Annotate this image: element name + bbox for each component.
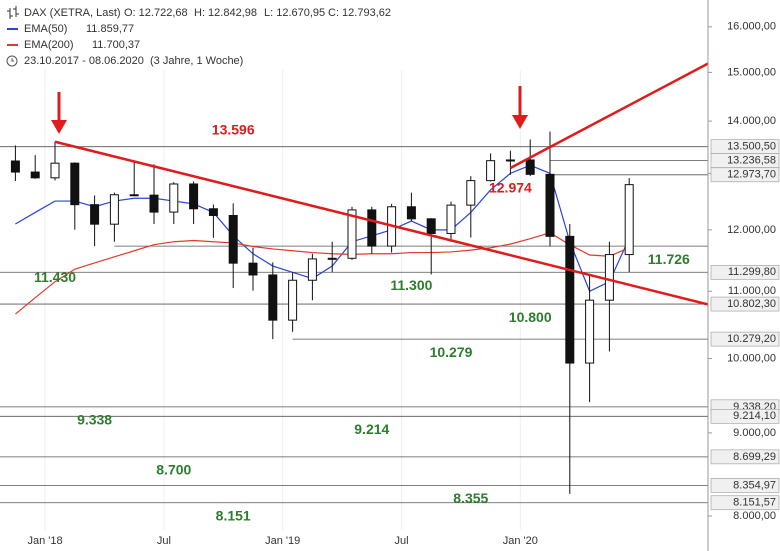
period-span: (3 Jahre, 1 Woche) [150,55,243,67]
candle-body [189,183,199,210]
level-label: 9.214,10 [733,410,776,422]
trendline [54,140,708,306]
candle-body [565,235,575,364]
candle-body [10,160,20,173]
candle-body [30,171,40,179]
y-tick-label: 14.000,00 [727,115,776,127]
x-tick-label: Jan '20 [503,535,538,547]
level-label: 11.299,80 [728,266,776,278]
candle-body [624,184,634,256]
y-axis: 8.000,00 9.000,00 10.000,00 11.000,00 12.000… [708,21,780,522]
level-label: 10.802,30 [727,298,776,310]
candle-body [466,180,476,206]
annotation: 13.596 [212,121,255,137]
y-tick-label: 9.000,00 [733,427,776,439]
level-label: 13.500,50 [727,141,776,153]
candle-body [149,194,159,213]
legend-value: 11.859,77 [86,23,134,35]
plot-area: 13.596 12.974 11.430 11.300 11.726 10.800 10.2… [0,62,708,530]
clock-icon [6,55,18,67]
arrow [51,86,528,134]
trendline [509,62,708,170]
legend-label: EMA(50) [24,23,67,35]
candle-body [327,257,337,260]
y-tick-label: 16.000,00 [727,21,776,33]
candle-body [505,159,515,162]
header-value: H: 12.842,98 [194,7,257,19]
candle-body [70,162,80,206]
level-label: 13.236,58 [727,155,776,167]
level-label-box [710,449,780,465]
candle-body [90,204,100,225]
candle-body [268,274,278,321]
level-label: 8.699,29 [733,451,776,463]
candle-body [248,262,258,276]
candle-body [525,159,535,175]
header-value: L: 12.670,95 [264,7,325,19]
x-tick-label: Jul [157,535,171,547]
candle-body [406,206,416,220]
candle-body [208,208,218,216]
y-tick-label: 11.000,00 [728,285,776,297]
level-label-box [710,167,780,183]
annotation: 9.214 [354,421,389,437]
level-label-box [710,408,780,424]
legend: DAX (XETRA, Last) O: 12.722,68 H: 12.842… [0,0,400,70]
legend-title: DAX (XETRA, Last) [24,7,121,19]
level-label: 8.151,57 [733,497,776,509]
annotation: 8.700 [156,462,191,478]
ema-line [15,232,630,315]
clock-icon [11,58,14,62]
annotation: 10.800 [509,309,552,325]
level-label-box [710,296,780,312]
annotation: 8.151 [216,508,251,524]
annotation: 11.300 [390,277,432,293]
period: 23.10.2017 - 08.06.2020 [24,55,144,67]
annotation: 9.338 [77,412,112,428]
candle-body [109,194,119,225]
candle-body [288,279,298,321]
candle-body [347,209,357,259]
level-label-box [710,495,780,511]
legend-bg [0,0,400,70]
level-label-box [710,264,780,280]
y-tick-label: 12.000,00 [727,224,776,236]
candle-body [446,204,456,234]
annotation: 10.279 [430,344,473,360]
header-value: C: 12.793,62 [328,7,391,19]
candle-body [585,299,595,364]
x-tick-label: Jan '19 [265,535,300,547]
level-label-box [710,331,780,347]
y-tick-label: 10.000,00 [727,352,776,364]
annotation: 12.974 [489,179,532,195]
legend-label: EMA(200) [24,39,74,51]
level-label: 12.973,70 [727,169,776,181]
level-label-box [710,478,780,493]
annotation: 8.355 [453,490,488,506]
x-tick-label: Jan '18 [28,535,63,547]
candle-body [486,160,496,182]
legend-icon [7,6,19,19]
annotation: 11.726 [648,251,690,267]
y-tick-label: 8.000,00 [733,510,776,522]
candle-body [228,214,238,264]
candle-body [604,254,614,301]
level-label: 10.279,20 [727,333,776,345]
candle-body [169,183,179,213]
candle-body [426,218,436,234]
x-tick-label: Jul [394,535,408,547]
legend-value: 11.700,37 [92,39,140,51]
candle-body [307,258,317,281]
y-tick-label: 15.000,00 [727,66,776,78]
level-label: 8.354,97 [733,479,776,491]
candle-body [545,173,555,237]
candle-body [50,162,60,179]
x-axis: Jan '18 Jul Jan '19 Jul Jan '20 [28,535,538,547]
annotation: 11.430 [34,269,76,285]
header-value: O: 12.722,68 [124,7,188,19]
candle-body [367,209,377,247]
candle-body [129,194,139,197]
